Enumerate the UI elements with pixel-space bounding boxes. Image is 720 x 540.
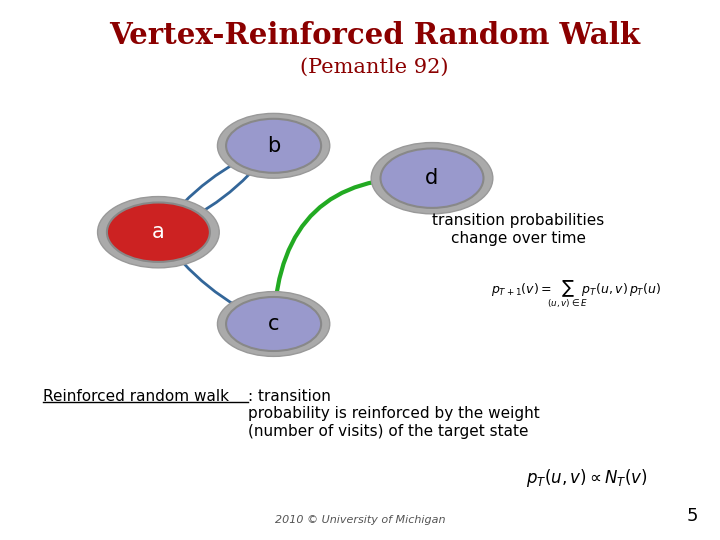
Text: d: d (426, 168, 438, 188)
Ellipse shape (107, 202, 210, 262)
Ellipse shape (226, 297, 321, 351)
Text: 2010 © University of Michigan: 2010 © University of Michigan (275, 515, 445, 525)
Ellipse shape (371, 143, 493, 214)
Text: c: c (268, 314, 279, 334)
Text: a: a (152, 222, 165, 242)
Text: $p_{T+1}(v) = \!\!\!\sum_{(u,v)\in E}\!\! p_T(u,v)\,p_T(u)$: $p_{T+1}(v) = \!\!\!\sum_{(u,v)\in E}\!\… (491, 279, 661, 310)
Ellipse shape (226, 119, 321, 173)
Text: b: b (267, 136, 280, 156)
Text: transition probabilities
change over time: transition probabilities change over tim… (432, 213, 605, 246)
Ellipse shape (217, 113, 330, 178)
Text: Vertex-Reinforced Random Walk: Vertex-Reinforced Random Walk (109, 21, 640, 50)
Text: $p_T(u,v) \propto N_T(v)$: $p_T(u,v) \propto N_T(v)$ (526, 467, 647, 489)
Text: (Pemantle 92): (Pemantle 92) (300, 58, 449, 77)
Text: Reinforced random walk: Reinforced random walk (43, 389, 229, 404)
Text: 5: 5 (687, 507, 698, 525)
Ellipse shape (380, 148, 484, 208)
Text: : transition
probability is reinforced by the weight
(number of visits) of the t: : transition probability is reinforced b… (248, 389, 540, 438)
Ellipse shape (98, 197, 220, 268)
Ellipse shape (217, 292, 330, 356)
